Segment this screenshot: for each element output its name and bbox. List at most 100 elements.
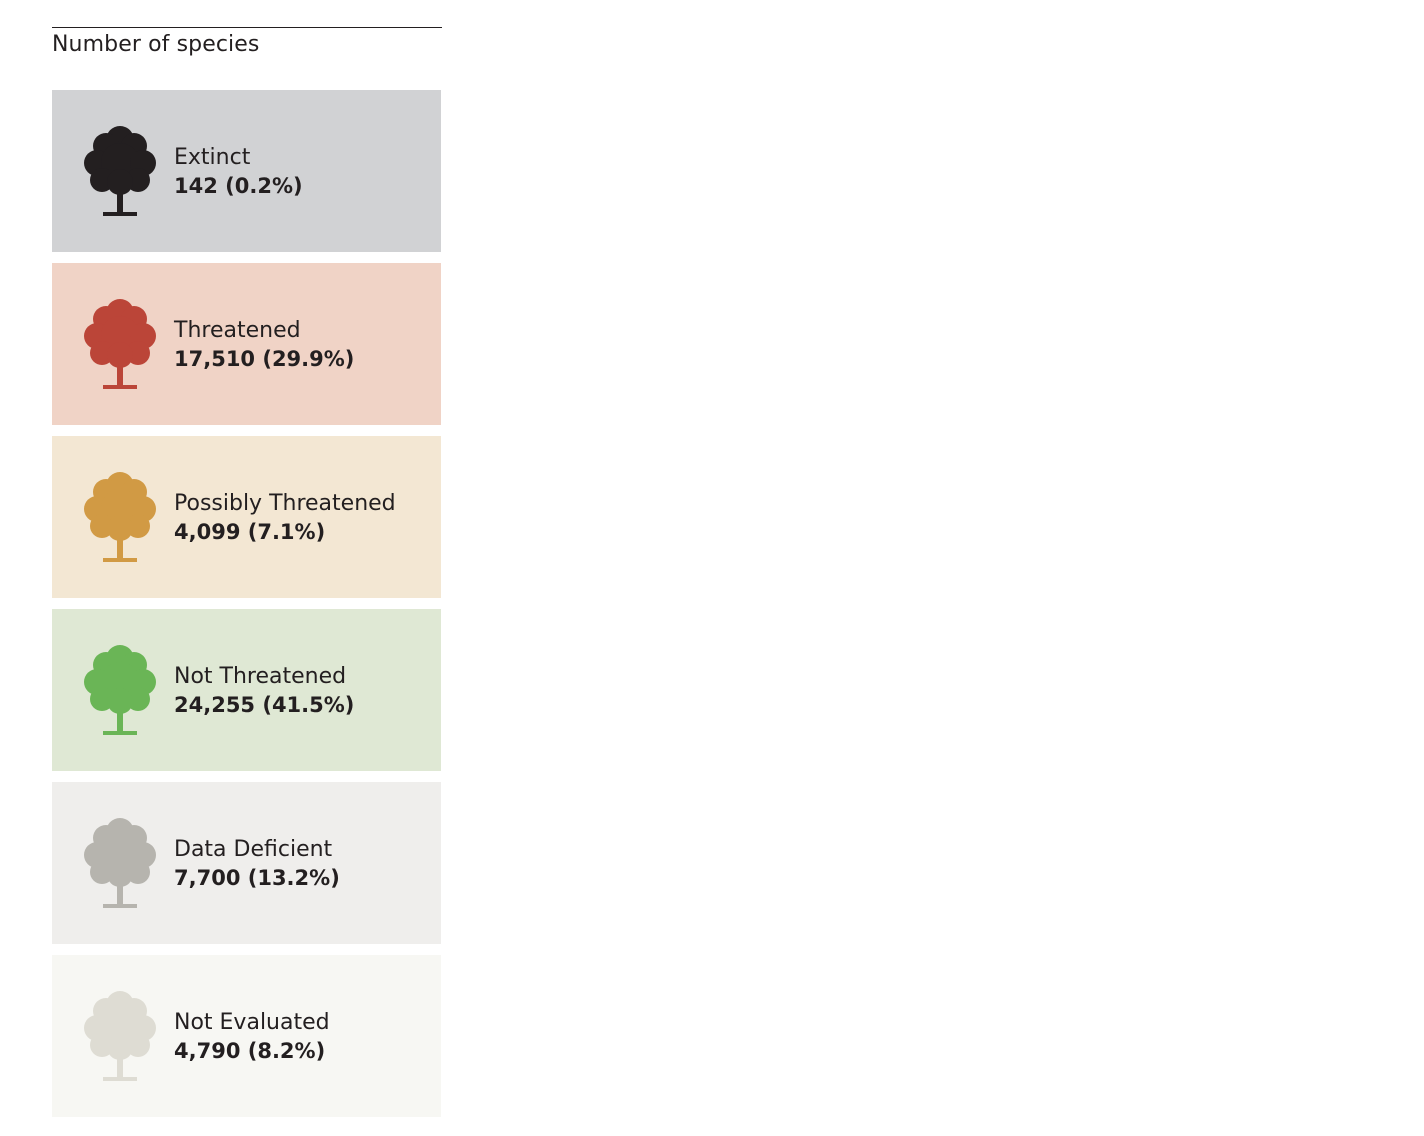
tree-segment-threatened [1134, 251, 1198, 331]
waffle-tree-19 [1224, 140, 1288, 220]
tree-segment-threatened [867, 29, 931, 108]
legend-value: 142 (0.2%) [174, 174, 303, 198]
tree-segment-possibly-threatened [778, 362, 842, 442]
tree-segment-not-threatened [510, 696, 574, 776]
waffle-tree-15 [867, 140, 931, 220]
tree-segment-not-threatened [1313, 362, 1377, 442]
waffle-tree-12 [599, 140, 663, 220]
tree-segment-data-deficient [1134, 918, 1198, 998]
waffle-tree-44 [778, 473, 842, 553]
waffle-tree-86 [956, 918, 1020, 998]
tree-segment-data-deficient [778, 918, 842, 998]
tree-segment-threatened [1045, 29, 1109, 108]
tree-segment-not-threatened [510, 585, 574, 664]
waffle-tree-42 [599, 473, 663, 553]
waffle-tree-47 [1045, 473, 1109, 553]
waffle-tree-20 [1313, 140, 1377, 220]
tree-segment-not-threatened [778, 696, 842, 776]
tree-segment-threatened [688, 29, 752, 108]
waffle-tree-75 [867, 807, 931, 887]
waffle-tree-61 [510, 696, 574, 776]
tree-segment-data-deficient [599, 1029, 660, 1109]
waffle-tree-99 [1224, 1029, 1288, 1109]
waffle-tree-23 [688, 251, 752, 331]
tree-segment-not-threatened [1224, 696, 1288, 776]
waffle-tree-74 [778, 807, 842, 887]
waffle-tree-10 [1313, 29, 1377, 108]
waffle-tree-96 [956, 1029, 1020, 1109]
tree-segment-threatened [1224, 29, 1288, 108]
tree-segment-not-evaluated [688, 1029, 752, 1109]
waffle-tree-16 [956, 140, 1020, 220]
tree-segment-possibly-threatened [956, 362, 1020, 442]
tree-segment-possibly-threatened [599, 362, 663, 442]
tree-segment-possibly-threatened [867, 362, 931, 442]
tree-segment-not-evaluated [778, 1029, 842, 1109]
legend-item-not-evaluated: Not Evaluated 4,790 (8.2%) [52, 955, 441, 1117]
waffle-tree-83 [688, 918, 752, 998]
tree-segment-threatened [1224, 140, 1288, 220]
tree-segment-not-threatened [1134, 585, 1198, 664]
waffle-tree-76 [956, 807, 1020, 887]
tree-segment-data-deficient [956, 918, 1020, 998]
tree-segment-threatened [778, 251, 842, 331]
tree-segment-threatened [778, 140, 842, 220]
legend-value: 4,099 (7.1%) [174, 520, 326, 544]
waffle-tree-26 [956, 251, 1020, 331]
waffle-tree-52 [599, 585, 663, 664]
waffle-tree-6 [956, 29, 1020, 108]
tree-segment-not-threatened [1045, 473, 1109, 553]
waffle-tree-63 [688, 696, 752, 776]
waffle-tree-66 [956, 696, 1020, 776]
waffle-tree-40 [1313, 362, 1377, 442]
waffle-tree-9 [1224, 29, 1288, 108]
tree-segment-not-threatened [778, 585, 842, 664]
waffle-tree-67 [1045, 696, 1109, 776]
tree-segment-threatened [867, 140, 931, 220]
tree-segment-threatened [1313, 251, 1377, 331]
waffle-tree-43 [688, 473, 752, 553]
tree-segment-threatened [1045, 140, 1109, 220]
tree-segment-not-threatened [778, 807, 842, 887]
waffle-tree-27 [1045, 251, 1109, 331]
tree-segment-threatened [521, 29, 574, 108]
legend-label: Threatened [174, 318, 301, 343]
waffle-tree-88 [1134, 918, 1198, 998]
waffle-tree-71 [510, 807, 574, 887]
waffle-tree-2 [599, 29, 663, 108]
waffle-tree-5 [867, 29, 931, 108]
waffle-tree-91 [510, 1029, 574, 1109]
legend-label: Possibly Threatened [174, 491, 396, 516]
tree-segment-possibly-threatened [1045, 362, 1109, 442]
tree-segment-threatened [1224, 251, 1288, 331]
legend-label: Extinct [174, 145, 251, 170]
legend-value: 4,790 (8.2%) [174, 1039, 326, 1063]
tree-segment-threatened [956, 251, 1020, 331]
tree-segment-not-threatened [956, 807, 1020, 887]
waffle-tree-84 [778, 918, 842, 998]
tree-segment-possibly-threatened [514, 362, 574, 442]
waffle-tree-57 [1045, 585, 1109, 664]
waffle-tree-81 [510, 918, 574, 998]
waffle-tree-55 [867, 585, 931, 664]
tree-segment-not-threatened [1045, 807, 1109, 887]
tree-segment-not-threatened [867, 473, 931, 553]
waffle-tree-48 [1134, 473, 1198, 553]
title-rule [52, 27, 442, 28]
waffle-tree-25 [867, 251, 931, 331]
tree-segment-not-evaluated [867, 1029, 931, 1109]
tree-segment-not-threatened [1313, 585, 1377, 664]
tree-segment-not-evaluated [1045, 1029, 1109, 1109]
legend-label: Data Deficient [174, 837, 333, 862]
tree-segment-data-deficient [1313, 807, 1377, 887]
waffle-tree-78 [1134, 807, 1198, 887]
waffle-tree-35 [867, 362, 931, 442]
waffle-tree-41 [510, 473, 574, 553]
waffle-tree-39 [1224, 362, 1288, 442]
waffle-tree-80 [1313, 807, 1377, 887]
tree-segment-threatened [1134, 29, 1198, 108]
waffle-tree-60 [1313, 585, 1377, 664]
tree-segment-threatened [510, 362, 515, 442]
tree-segment-not-threatened [1045, 585, 1109, 664]
waffle-tree-58 [1134, 585, 1198, 664]
